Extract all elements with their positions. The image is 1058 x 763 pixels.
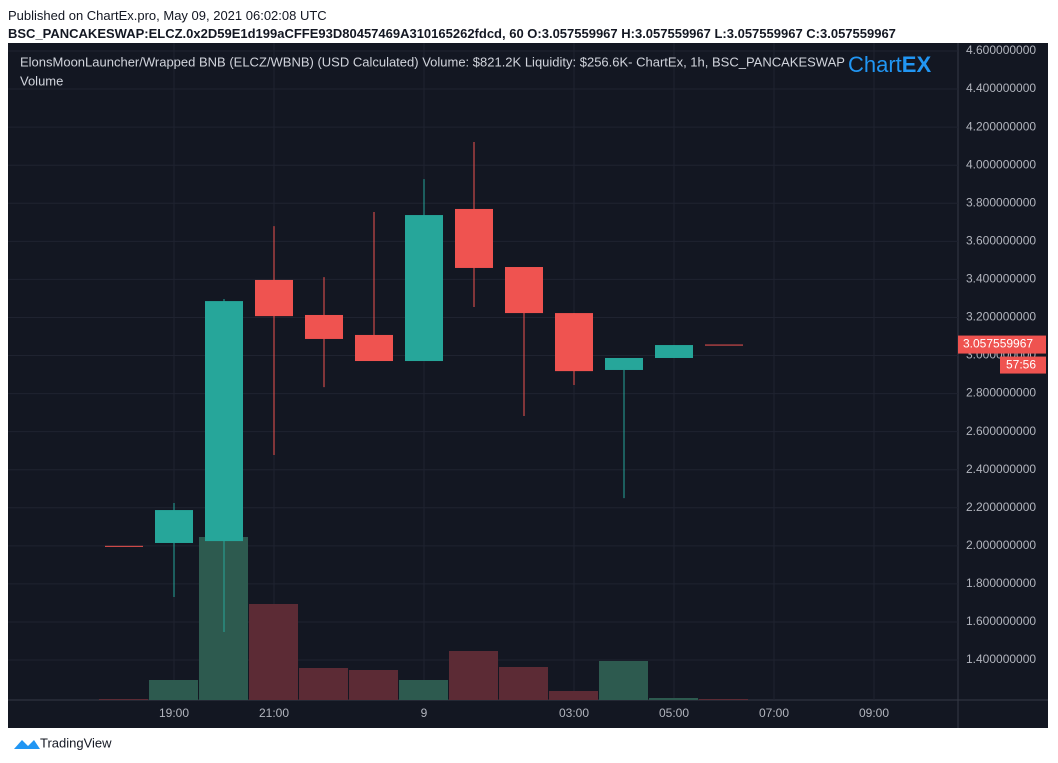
volume-bar (549, 691, 598, 700)
y-tick-label: 1.600000000 (966, 614, 1036, 628)
y-tick-label: 3.800000000 (966, 195, 1036, 209)
candle-body (405, 215, 443, 362)
y-tick-label: 4.600000000 (966, 43, 1036, 57)
volume-bar (349, 670, 398, 700)
y-tick-label: 2.000000000 (966, 538, 1036, 552)
candle-body (105, 545, 143, 547)
volume-bar (299, 668, 348, 700)
y-tick-label: 3.600000000 (966, 233, 1036, 247)
footer-brand: TradingView (40, 735, 112, 750)
volume-label: Volume (20, 73, 63, 88)
y-tick-label: 1.800000000 (966, 576, 1036, 590)
x-tick-label: 05:00 (659, 706, 689, 720)
volume-bar (649, 698, 698, 700)
y-tick-label: 4.200000000 (966, 119, 1036, 133)
countdown-label: 57:56 (1006, 358, 1036, 372)
y-tick-label: 2.800000000 (966, 386, 1036, 400)
candle-body (705, 344, 743, 346)
chart-bg (8, 43, 1048, 728)
x-tick-label: 21:00 (259, 706, 289, 720)
x-tick-label: 03:00 (559, 706, 589, 720)
volume-bar (599, 661, 648, 700)
volume-bar (449, 651, 498, 700)
symbol-line: BSC_PANCAKESWAP:ELCZ.0x2D59E1d199aCFFE93… (8, 26, 896, 41)
candle-body (655, 345, 693, 358)
x-tick-label: 07:00 (759, 706, 789, 720)
candle-body (555, 313, 593, 372)
candle-body (155, 510, 193, 543)
chart-title: ElonsMoonLauncher/Wrapped BNB (ELCZ/WBNB… (20, 54, 845, 69)
y-tick-label: 4.400000000 (966, 81, 1036, 95)
candle-body (455, 208, 493, 268)
y-tick-label: 2.600000000 (966, 424, 1036, 438)
volume-bar (699, 699, 748, 700)
price-tag-label: 3.057559967 (963, 337, 1033, 351)
published: Published on ChartEx.pro, May 09, 2021 0… (8, 8, 327, 23)
volume-bar (149, 680, 198, 700)
price-tag (958, 335, 1046, 354)
volume-bar (249, 604, 298, 700)
y-tick-label: 1.400000000 (966, 652, 1036, 666)
volume-bar (399, 680, 448, 700)
countdown-tag (1000, 356, 1046, 374)
candle-body (355, 334, 393, 362)
logo: ChartEX (848, 52, 931, 77)
x-tick-label: 9 (421, 706, 428, 720)
y-tick-label: 4.000000000 (966, 157, 1036, 171)
y-tick-label: 2.400000000 (966, 462, 1036, 476)
tv-logo (14, 740, 40, 749)
y-tick-label: 2.200000000 (966, 500, 1036, 514)
y-tick-label: 3.200000000 (966, 310, 1036, 324)
candle-body (605, 357, 643, 370)
candle-body (505, 267, 543, 314)
candle-body (255, 279, 293, 317)
x-tick-label: 19:00 (159, 706, 189, 720)
volume-bar (99, 699, 148, 700)
candle-body (205, 301, 243, 542)
x-tick-label: 09:00 (859, 706, 889, 720)
y-tick-label: 3.400000000 (966, 272, 1036, 286)
volume-bar (499, 667, 548, 700)
candle-body (305, 314, 343, 339)
